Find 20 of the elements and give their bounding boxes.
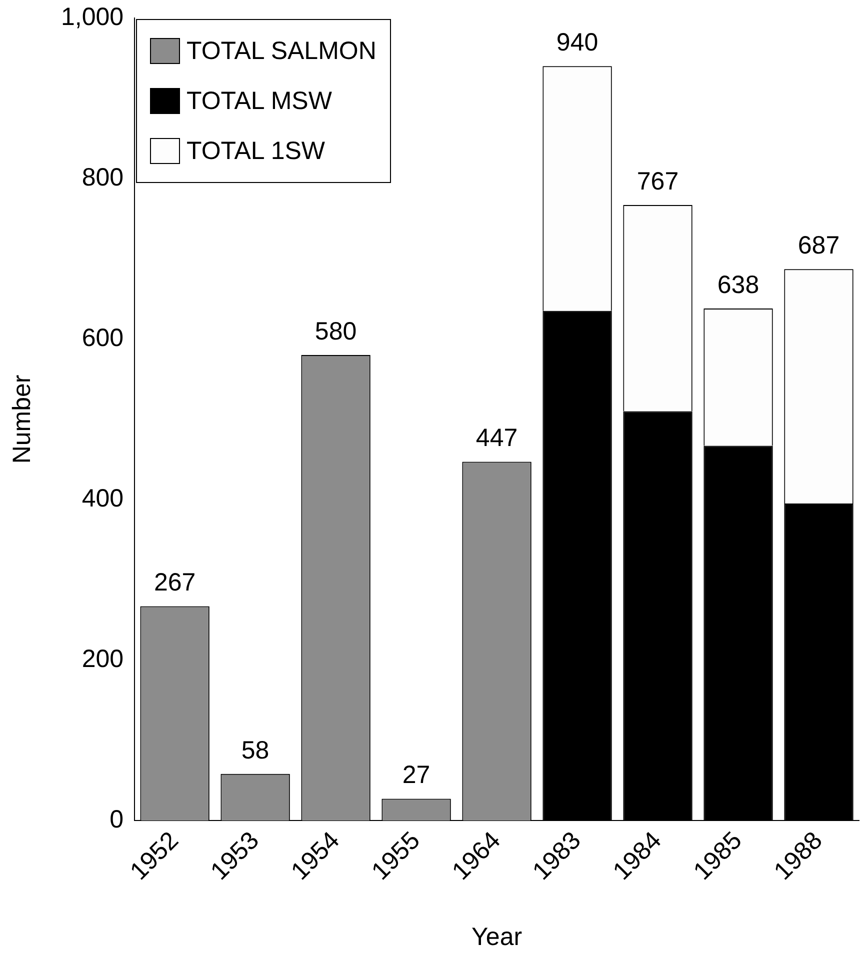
total-label: 27 <box>402 761 430 790</box>
total-label: 638 <box>717 270 760 299</box>
total-label: 267 <box>154 568 196 597</box>
x-axis-title: Year <box>472 922 522 951</box>
total-label: 58 <box>241 736 270 764</box>
legend-label: TOTAL MSW <box>186 86 332 116</box>
y-tick-label: 200 <box>82 644 124 673</box>
total-label: 687 <box>798 232 840 260</box>
total-label: 447 <box>476 424 518 452</box>
y-axis-title: Number <box>8 374 36 464</box>
total-label: 580 <box>314 317 357 346</box>
y-tick-label: 1,000 <box>61 2 124 31</box>
total-label: 767 <box>636 167 679 196</box>
y-tick-label: 600 <box>82 324 124 352</box>
legend-label: TOTAL SALMON <box>186 36 376 66</box>
legend-label: TOTAL 1SW <box>186 136 325 166</box>
y-tick-label: 0 <box>110 805 124 834</box>
y-tick-label: 400 <box>82 484 124 512</box>
total-label: 940 <box>556 28 598 57</box>
y-tick-label: 800 <box>82 163 124 192</box>
